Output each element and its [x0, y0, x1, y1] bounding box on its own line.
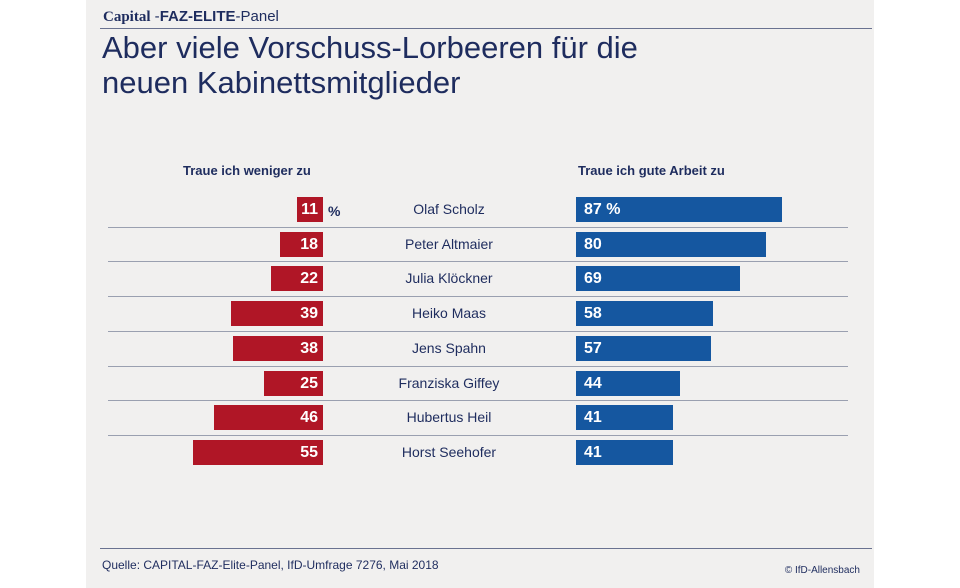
value-label-left: 39: [300, 305, 318, 322]
title-line-1: Aber viele Vorschuss-Lorbeeren für die: [102, 30, 638, 65]
brand-capital: Capital: [103, 9, 151, 25]
footer-rule: [100, 548, 872, 549]
header-rule: [100, 28, 872, 29]
row-separator: [108, 227, 848, 228]
bar-traue-gute-arbeit: 44: [576, 371, 680, 396]
value-label-right: 80: [584, 236, 602, 253]
value-label-right: 69: [584, 270, 602, 287]
bar-traue-gute-arbeit: 41: [576, 440, 673, 465]
value-label-left: 38: [300, 340, 318, 357]
brand-panel: -Panel: [235, 8, 279, 25]
row-separator: [108, 296, 848, 297]
value-label-left: 11: [301, 201, 318, 218]
bar-traue-weniger: 18: [280, 232, 323, 257]
right-series-header: Traue ich gute Arbeit zu: [578, 163, 725, 178]
row-separator: [108, 331, 848, 332]
bar-traue-gute-arbeit: 80: [576, 232, 766, 257]
bar-traue-weniger: 11: [297, 197, 323, 222]
brand-dash: -: [150, 8, 160, 25]
source-note: Quelle: CAPITAL-FAZ-Elite-Panel, IfD-Umf…: [102, 558, 439, 572]
value-label-right: 41: [584, 444, 602, 461]
category-label: Hubertus Heil: [406, 409, 492, 425]
bar-traue-gute-arbeit: 57: [576, 336, 711, 361]
bar-traue-gute-arbeit: 69: [576, 266, 740, 291]
value-label-left: 18: [300, 236, 318, 253]
left-series-header: Traue ich weniger zu: [183, 163, 311, 178]
category-label: Julia Klöckner: [405, 270, 493, 286]
row-separator: [108, 400, 848, 401]
value-label-left: 55: [300, 444, 318, 461]
category-label: Peter Altmaier: [405, 236, 493, 252]
bar-traue-weniger: 46: [214, 405, 323, 430]
bar-traue-weniger: 38: [233, 336, 323, 361]
bar-traue-weniger: 25: [264, 371, 323, 396]
left-percent-sign: %: [328, 203, 341, 219]
chart-panel: [86, 0, 874, 588]
row-separator: [108, 435, 848, 436]
category-label: Franziska Giffey: [398, 375, 500, 391]
value-label-left: 46: [300, 409, 318, 426]
category-label: Olaf Scholz: [413, 201, 485, 217]
value-label-right: 57: [584, 340, 602, 357]
category-label: Horst Seehofer: [401, 444, 497, 460]
category-label: Jens Spahn: [412, 340, 486, 356]
row-separator: [108, 366, 848, 367]
bar-traue-gute-arbeit: 87 %: [576, 197, 782, 222]
bar-traue-gute-arbeit: 58: [576, 301, 713, 326]
value-label-right: 58: [584, 305, 602, 322]
copyright: © IfD-Allensbach: [784, 565, 860, 576]
title-line-2: neuen Kabinettsmitglieder: [102, 65, 461, 100]
brand-label: Capital -FAZ-ELITE-Panel: [103, 8, 279, 26]
brand-faz: FAZ-ELITE: [159, 8, 236, 25]
bar-traue-weniger: 22: [271, 266, 323, 291]
bar-traue-weniger: 55: [193, 440, 323, 465]
row-separator: [108, 261, 848, 262]
chart-title: Aber viele Vorschuss-Lorbeeren für die n…: [102, 30, 638, 100]
value-label-right: 87 %: [584, 201, 621, 218]
value-label-left: 22: [300, 270, 318, 287]
value-label-right: 41: [584, 409, 602, 426]
bar-traue-weniger: 39: [231, 301, 323, 326]
category-label: Heiko Maas: [412, 305, 486, 321]
value-label-left: 25: [300, 375, 318, 392]
value-label-right: 44: [584, 375, 602, 392]
bar-traue-gute-arbeit: 41: [576, 405, 673, 430]
